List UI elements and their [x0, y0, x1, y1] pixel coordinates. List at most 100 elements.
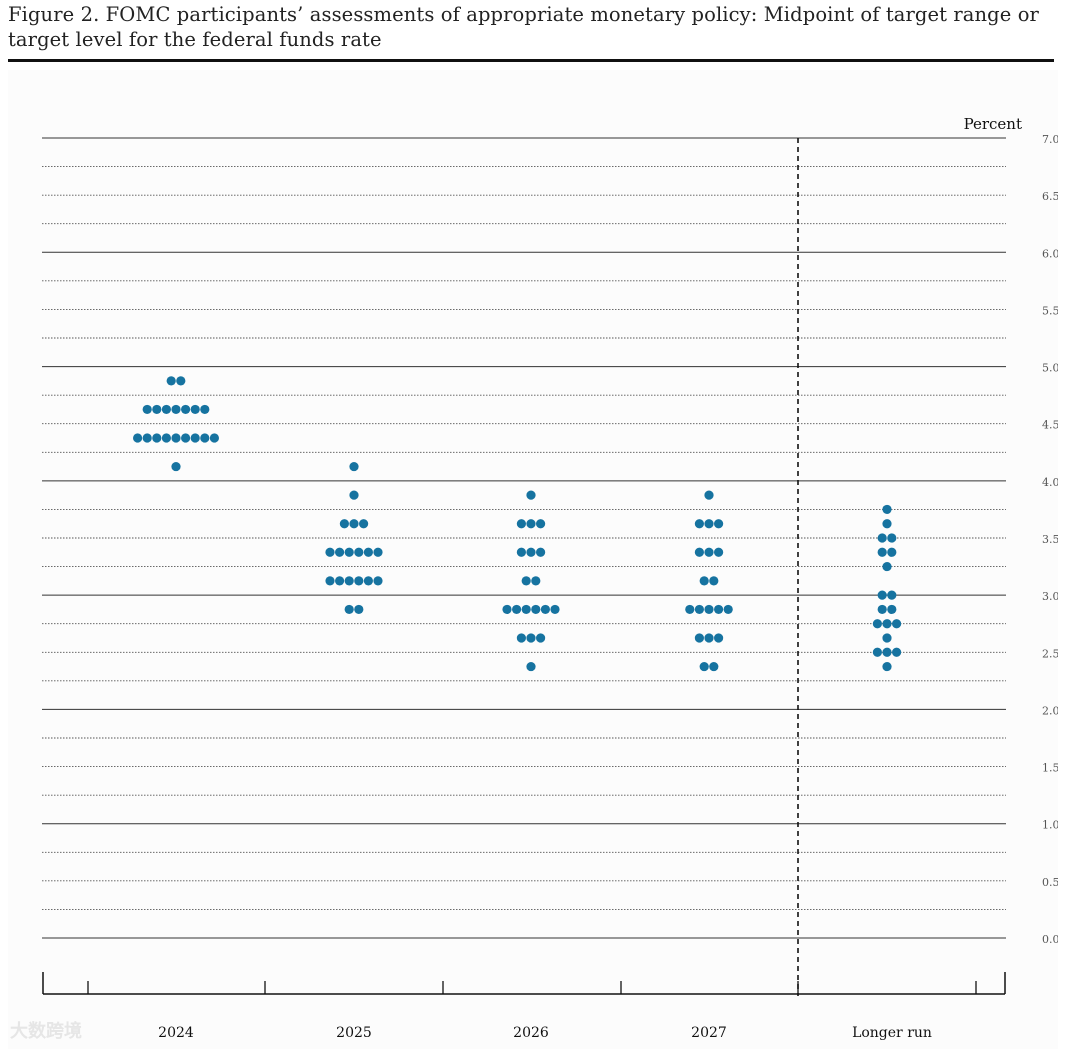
participant-dot	[142, 404, 152, 415]
participant-dot	[373, 547, 383, 557]
x-category-label: 2027	[691, 1025, 727, 1041]
participant-dot	[142, 433, 152, 443]
y-tick-label: 5.0	[1042, 362, 1058, 375]
participant-dot	[531, 576, 541, 586]
y-tick-label: 5.5	[1042, 304, 1058, 317]
participant-dot	[344, 576, 354, 586]
participant-dot	[349, 490, 359, 500]
y-tick-label: 4.5	[1042, 419, 1058, 432]
participant-dot	[344, 604, 354, 615]
y-tick-label: 3.0	[1042, 590, 1058, 603]
participant-dot	[714, 519, 724, 529]
participant-dot	[152, 433, 162, 443]
x-tick-labels: 2024 2025 2026 2027 Longer run	[158, 1025, 932, 1041]
participant-dot	[723, 604, 733, 615]
y-tick-label: 4.0	[1042, 476, 1058, 489]
participant-dot	[512, 604, 522, 615]
participant-dot	[344, 547, 354, 557]
participant-dot	[704, 519, 714, 529]
participant-dot	[694, 519, 705, 529]
participant-dot	[694, 633, 705, 643]
participant-dots	[133, 376, 902, 672]
x-axis	[42, 972, 1006, 995]
participant-dot	[339, 519, 349, 529]
participant-dot	[373, 576, 383, 586]
participant-dot	[685, 604, 695, 615]
participant-dot	[325, 547, 335, 557]
x-category-label: Longer run	[852, 1025, 932, 1041]
participant-dot	[363, 576, 373, 586]
y-tick-label: 6.5	[1042, 190, 1058, 203]
y-tick-label: 1.5	[1042, 762, 1058, 775]
participant-dot	[200, 404, 210, 415]
participant-dot	[354, 576, 364, 586]
participant-dot	[526, 490, 536, 500]
participant-dot	[714, 547, 724, 557]
participant-dot	[516, 547, 526, 557]
participant-dot	[521, 576, 531, 586]
participant-dot	[161, 404, 171, 415]
participant-dot	[877, 533, 887, 543]
participant-dot	[166, 376, 176, 386]
participant-dot	[363, 547, 373, 557]
y-tick-label: 3.5	[1042, 533, 1058, 546]
participant-dot	[704, 490, 714, 500]
participant-dot	[536, 633, 546, 643]
dot-plot-chart: 7.0 6.5 6.0 5.5 5.0 4.5 4.0 3.5 3.0 2.5 2.0 1.5 1.0 0…	[42, 115, 1058, 1041]
participant-dot	[704, 633, 714, 643]
participant-dot	[190, 404, 200, 415]
participant-dot	[516, 519, 526, 529]
participant-dot	[704, 547, 714, 557]
participant-dot	[714, 633, 724, 643]
participant-dot	[161, 433, 171, 443]
participant-dot	[877, 604, 887, 615]
participant-dot	[354, 547, 364, 557]
participant-dot	[872, 647, 883, 657]
participant-dot	[540, 604, 551, 615]
participant-dot	[709, 576, 719, 586]
participant-dot	[516, 633, 526, 643]
participant-dot	[181, 404, 191, 415]
y-tick-label: 0.5	[1042, 876, 1058, 889]
participant-dot	[325, 576, 335, 586]
participant-dot	[892, 619, 902, 629]
participant-dot	[699, 576, 709, 586]
participant-dot	[877, 547, 887, 557]
participant-dot	[349, 461, 359, 472]
participant-dot	[335, 576, 345, 586]
participant-dot	[699, 661, 709, 672]
participant-dot	[872, 619, 883, 629]
y-tick-labels: 7.0 6.5 6.0 5.5 5.0 4.5 4.0 3.5 3.0 2.5 2.0 1.5 1.0 0…	[1042, 133, 1058, 946]
x-category-label: 2026	[513, 1025, 549, 1041]
participant-dot	[349, 519, 359, 529]
participant-dot	[526, 661, 536, 672]
plot-panel: 7.0 6.5 6.0 5.5 5.0 4.5 4.0 3.5 3.0 2.5 2.0 1.5 1.0 0…	[8, 70, 1058, 1049]
participant-dot	[887, 533, 897, 543]
y-tick-label: 7.0	[1042, 133, 1058, 146]
y-axis-label: Percent	[964, 115, 1022, 133]
participant-dot	[694, 547, 705, 557]
participant-dot	[709, 661, 719, 672]
gridlines	[42, 137, 1006, 939]
y-tick-label: 0.0	[1042, 933, 1058, 946]
participant-dot	[892, 647, 902, 657]
participant-dot	[882, 619, 892, 629]
participant-dot	[882, 561, 892, 572]
watermark-logo: 大数跨境	[10, 1021, 82, 1042]
caption-rule	[8, 59, 1054, 62]
participant-dot	[359, 519, 369, 529]
participant-dot	[176, 376, 186, 386]
participant-dot	[502, 604, 512, 615]
participant-dot	[354, 604, 364, 615]
participant-dot	[181, 433, 191, 443]
participant-dot	[521, 604, 531, 615]
participant-dot	[335, 547, 345, 557]
participant-dot	[526, 519, 536, 529]
participant-dot	[882, 504, 892, 515]
participant-dot	[536, 547, 546, 557]
participant-dot	[887, 604, 897, 615]
participant-dot	[882, 519, 892, 529]
participant-dot	[882, 647, 892, 657]
participant-dot	[171, 461, 181, 472]
participant-dot	[536, 519, 546, 529]
